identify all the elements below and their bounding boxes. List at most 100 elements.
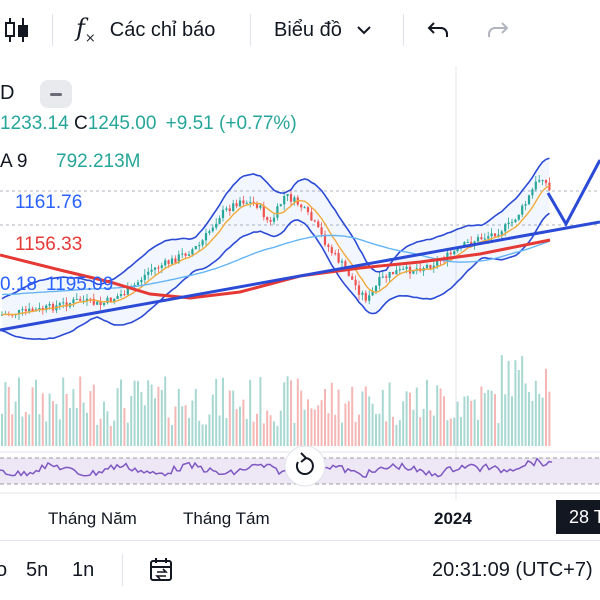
indicator-lines — [0, 157, 551, 341]
volume-bar — [296, 378, 299, 446]
timeframe-5n[interactable]: 5n — [26, 558, 49, 581]
candlestick-icon[interactable] — [4, 0, 34, 60]
volume-bar — [538, 393, 541, 446]
candle-body — [269, 220, 272, 222]
candle-body — [521, 205, 524, 215]
volume-bar — [279, 410, 282, 446]
volume-bar — [194, 388, 197, 446]
volume-bar — [7, 386, 10, 446]
volume-bar — [198, 420, 201, 446]
volume-bar — [470, 400, 473, 446]
trendline-support[interactable] — [0, 220, 600, 332]
volume-bar — [69, 408, 71, 446]
candle-body — [191, 249, 194, 255]
candle-body — [75, 298, 78, 300]
candle-body — [310, 212, 313, 221]
candle-body — [364, 292, 367, 301]
candle-body — [174, 258, 177, 263]
volume-bar — [11, 414, 14, 446]
low-value: 1233.14 — [0, 113, 69, 134]
volume-bar — [381, 389, 384, 446]
candle-body — [92, 298, 95, 305]
volume-bar — [41, 393, 44, 446]
candle-body — [51, 303, 55, 311]
volume-bar — [419, 417, 422, 446]
candle-body — [449, 252, 452, 255]
candle-body — [31, 308, 34, 312]
volume-bar — [334, 414, 337, 446]
volume-bar — [310, 408, 313, 446]
bb-upper-value: 1161.76 — [15, 192, 83, 213]
volume-bar — [511, 396, 513, 446]
candle-body — [497, 234, 500, 237]
undo-button[interactable] — [426, 0, 450, 60]
volume-bar — [4, 382, 7, 446]
volume-bar — [548, 391, 551, 446]
volume-bar — [320, 400, 323, 446]
volume-bar — [375, 414, 377, 446]
volume-bar — [18, 377, 20, 446]
clock-timezone[interactable]: 20:31:09 (UTC+7) — [432, 558, 593, 581]
volume-bar — [92, 384, 95, 446]
x-axis-label: Tháng Tám — [183, 509, 270, 528]
crosshair-date-badge: 28 T — [556, 500, 600, 534]
candle-body — [279, 204, 282, 207]
candle-body — [255, 203, 259, 208]
candle-body — [126, 287, 129, 295]
volume-bar — [174, 406, 177, 446]
date-range-button[interactable] — [148, 540, 176, 600]
volume-bar — [371, 403, 374, 446]
volume-bar — [245, 418, 248, 446]
volume-bar — [235, 409, 238, 446]
volume-bar — [388, 382, 391, 446]
volume-bar — [201, 424, 204, 446]
volume-bar — [443, 396, 445, 446]
volume-bar — [72, 389, 75, 446]
timeframe-1n[interactable]: 1n — [72, 558, 95, 581]
reset-icon — [295, 457, 314, 475]
reset-chart-button[interactable] — [284, 445, 326, 487]
candle-body — [215, 223, 218, 228]
volume-bar — [211, 394, 214, 446]
candle-body — [283, 196, 286, 205]
volume-bar — [426, 379, 428, 446]
redo-icon — [488, 22, 509, 37]
chart-type-button[interactable]: Biểu đồ — [274, 0, 372, 60]
candle-body — [391, 271, 395, 275]
candle-body — [17, 310, 21, 315]
candle-body — [405, 266, 408, 269]
volume-bar — [524, 383, 527, 446]
volume-bar — [79, 376, 82, 446]
candle-body — [330, 247, 333, 254]
collapse-legend-button[interactable] — [40, 80, 72, 108]
candle-body — [541, 180, 544, 182]
volume-bar — [351, 386, 354, 446]
volume-bar — [113, 420, 116, 446]
volume-bar — [507, 360, 510, 446]
candle-body — [337, 253, 340, 263]
volume-bar — [249, 379, 252, 446]
projection-path[interactable] — [546, 159, 600, 228]
candle-body — [160, 265, 163, 268]
change-value: +9.51 — [165, 113, 214, 134]
candle-body — [85, 298, 89, 301]
bottom-toolbar: o 5n 1n 20:31:09 (UTC+7) — [0, 540, 600, 600]
redo-button[interactable] — [486, 0, 510, 60]
volume-bar — [126, 422, 129, 446]
candle-body — [480, 237, 483, 240]
bollinger-upper — [1, 157, 550, 300]
volume-bar — [242, 399, 245, 446]
candle-body — [109, 297, 112, 302]
volume-bar — [545, 368, 547, 446]
candle-body — [113, 298, 116, 302]
candle-body — [313, 220, 316, 222]
volume-bar — [409, 392, 411, 446]
volume-bar — [480, 386, 483, 446]
candle-body — [517, 214, 520, 220]
volume-bar — [58, 419, 61, 446]
indicators-button[interactable]: f× Các chỉ báo — [76, 0, 215, 60]
volume-bar — [99, 418, 102, 446]
price-chart[interactable]: Tháng Năm Tháng Tám 2024 — [0, 62, 600, 540]
toolbar-divider — [403, 14, 404, 46]
timeframe-partial[interactable]: o — [0, 558, 8, 581]
